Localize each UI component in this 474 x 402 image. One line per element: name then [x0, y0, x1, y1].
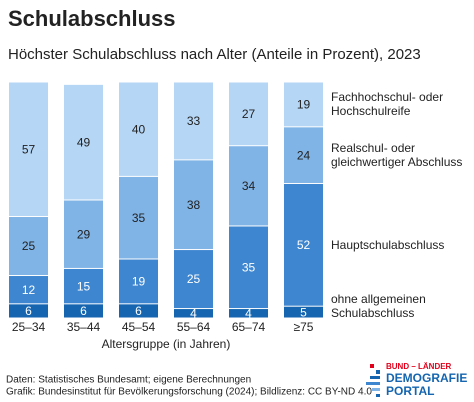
value-label: 40: [132, 122, 146, 136]
bar-segment: [9, 217, 48, 276]
value-label: 6: [80, 304, 87, 318]
value-label: 19: [297, 98, 311, 112]
value-label: 6: [25, 304, 32, 318]
x-tick-label: 55–64: [177, 320, 211, 334]
bar-segment: [174, 82, 213, 160]
value-label: 38: [187, 198, 201, 212]
legend-label: ohne allgemeinen Schulabschluss: [331, 292, 426, 321]
chart-title: Schulabschluss: [8, 6, 176, 31]
bar-segment: [9, 276, 48, 304]
credit: Grafik: Bundesinstitut für Bevölkerungsf…: [6, 387, 372, 398]
logo-text: PORTAL: [386, 384, 434, 398]
x-tick-label: 45–54: [122, 320, 156, 334]
value-label: 4: [190, 306, 197, 320]
value-label: 57: [22, 142, 36, 156]
bar-segment: [9, 82, 48, 217]
bar-segment: [229, 82, 268, 146]
value-label: 25: [187, 272, 201, 286]
value-label: 35: [132, 211, 146, 225]
source: Daten: Statistisches Bundesamt; eigene B…: [6, 375, 251, 386]
bar-segment: [174, 160, 213, 250]
bar-segment: [284, 183, 323, 306]
bar-segment: [119, 304, 158, 318]
value-label: 24: [297, 148, 311, 162]
bar-segment: [119, 259, 158, 304]
legend-label: Fachhochschul- oder Hochschulreife: [331, 90, 444, 119]
bar-segment: [119, 82, 158, 176]
bar-segment: [174, 309, 213, 318]
bar-segment: [229, 146, 268, 226]
legend-label: Realschul- oder gleichwertiger Abschluss: [331, 141, 463, 170]
value-label: 19: [132, 275, 146, 289]
bar-segment: [284, 82, 323, 127]
bar-segment: [174, 250, 213, 309]
value-label: 25: [22, 239, 36, 253]
bar-segment: [64, 268, 103, 304]
legend-label: Hauptschulabschluss: [331, 237, 445, 252]
value-label: 6: [135, 304, 142, 318]
value-label: 5: [300, 305, 307, 319]
logo-icon: [366, 364, 380, 397]
value-label: 49: [77, 135, 91, 149]
value-label: 4: [245, 306, 252, 320]
bar-segment: [119, 176, 158, 259]
x-axis-title: Altersgruppe (in Jahren): [102, 337, 231, 351]
value-label: 33: [187, 114, 201, 128]
logo-text: BUND – LÄNDER: [386, 362, 452, 371]
value-label: 12: [22, 283, 36, 297]
bar-segment: [64, 84, 103, 200]
logo-text: DEMOGRAFIE: [386, 371, 467, 385]
value-label: 27: [242, 107, 256, 121]
bar-segment: [229, 309, 268, 318]
bar-segment: [229, 226, 268, 309]
bar-segment: [284, 306, 323, 318]
bar-segment: [284, 127, 323, 183]
bar-segment: [64, 200, 103, 268]
bar-segment: [9, 304, 48, 318]
value-label: 15: [77, 279, 91, 293]
bar-segment: [64, 304, 103, 318]
value-label: 52: [297, 238, 311, 252]
x-tick-label: 25–34: [12, 320, 46, 334]
value-label: 29: [77, 227, 91, 241]
x-tick-label: ≥75: [294, 320, 314, 334]
x-tick-label: 35–44: [67, 320, 101, 334]
x-tick-label: 65–74: [232, 320, 266, 334]
value-label: 34: [242, 179, 256, 193]
chart-subtitle: Höchster Schulabschluss nach Alter (Ante…: [8, 46, 421, 63]
value-label: 35: [242, 260, 256, 274]
